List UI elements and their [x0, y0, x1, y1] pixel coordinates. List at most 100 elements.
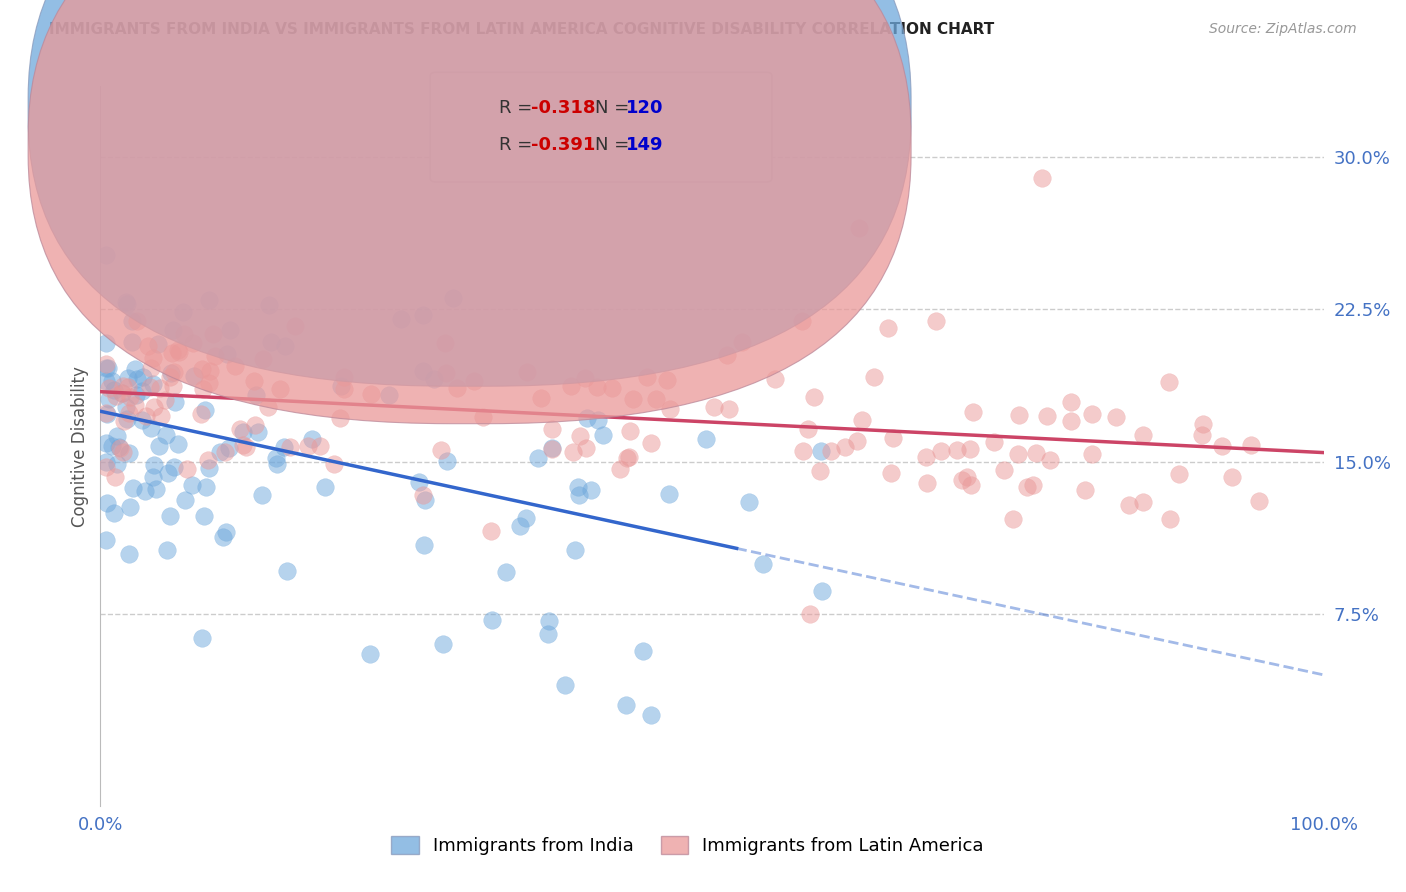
Point [834, 440, 856, 454]
Point [1159, 511, 1181, 525]
Point [983, 435, 1005, 450]
Point [252, 352, 274, 367]
Point [408, 475, 430, 490]
Point [96, 496, 118, 510]
Point [959, 442, 981, 457]
Point [218, 442, 240, 456]
Point [568, 428, 591, 442]
Point [284, 318, 307, 333]
Point [243, 418, 266, 433]
Point [105, 389, 128, 403]
Point [142, 351, 165, 365]
Point [142, 469, 165, 483]
Point [280, 440, 302, 454]
Point [1017, 480, 1039, 494]
Point [117, 371, 139, 385]
Legend: Immigrants from India, Immigrants from Latin America: Immigrants from India, Immigrants from L… [384, 829, 991, 863]
Point [636, 370, 658, 384]
Point [575, 411, 598, 425]
Point [568, 488, 591, 502]
Point [146, 336, 169, 351]
Point [412, 538, 434, 552]
Point [702, 400, 724, 414]
Point [790, 314, 813, 328]
Point [229, 422, 252, 436]
Point [197, 376, 219, 391]
Point [156, 543, 179, 558]
Point [139, 380, 162, 394]
Point [163, 394, 186, 409]
Point [134, 483, 156, 498]
Point [412, 488, 434, 502]
Point [441, 291, 464, 305]
Point [848, 221, 870, 235]
Point [139, 361, 162, 376]
Text: IMMIGRANTS FROM INDIA VS IMMIGRANTS FROM LATIN AMERICA COGNITIVE DISABILITY CORR: IMMIGRANTS FROM INDIA VS IMMIGRANTS FROM… [49, 22, 994, 37]
Point [101, 374, 124, 388]
Point [197, 293, 219, 308]
Point [1021, 478, 1043, 492]
Point [173, 327, 195, 342]
Point [96, 335, 118, 350]
Point [1039, 453, 1062, 467]
Point [446, 381, 468, 395]
Point [1132, 428, 1154, 442]
Point [124, 398, 146, 412]
Point [181, 478, 204, 492]
Point [100, 438, 122, 452]
Point [243, 374, 266, 388]
Point [138, 339, 160, 353]
Point [862, 369, 884, 384]
Point [914, 450, 936, 464]
Point [851, 413, 873, 427]
Point [581, 483, 603, 497]
Point [159, 508, 181, 523]
Point [96, 248, 118, 262]
Point [224, 359, 246, 373]
Point [167, 345, 190, 359]
Point [412, 363, 434, 377]
Point [1081, 447, 1104, 461]
Point [183, 369, 205, 384]
Point [131, 413, 153, 427]
Point [1031, 170, 1053, 185]
Point [845, 434, 868, 448]
Point [588, 412, 610, 426]
Point [117, 406, 139, 420]
Point [155, 427, 177, 442]
Point [471, 410, 494, 425]
Point [1036, 409, 1059, 423]
Point [111, 386, 134, 401]
Point [148, 439, 170, 453]
Point [163, 460, 186, 475]
Point [135, 409, 157, 423]
Point [481, 613, 503, 627]
Text: R =: R = [499, 136, 538, 154]
Point [104, 469, 127, 483]
Point [564, 543, 586, 558]
Point [592, 428, 614, 442]
Point [1132, 494, 1154, 508]
Y-axis label: Cognitive Disability: Cognitive Disability [72, 366, 89, 527]
Point [575, 442, 598, 456]
Point [621, 392, 644, 406]
Point [820, 443, 842, 458]
Point [792, 443, 814, 458]
Point [232, 438, 254, 452]
Point [98, 381, 121, 395]
Point [218, 323, 240, 337]
Point [190, 408, 212, 422]
Point [176, 462, 198, 476]
Point [811, 584, 834, 599]
Point [328, 410, 350, 425]
Point [434, 366, 457, 380]
Point [297, 439, 319, 453]
Point [567, 480, 589, 494]
Point [479, 524, 502, 538]
Point [143, 458, 166, 472]
Point [155, 392, 177, 407]
Point [143, 400, 166, 414]
Point [110, 386, 132, 401]
Point [96, 407, 118, 421]
Point [616, 450, 638, 465]
